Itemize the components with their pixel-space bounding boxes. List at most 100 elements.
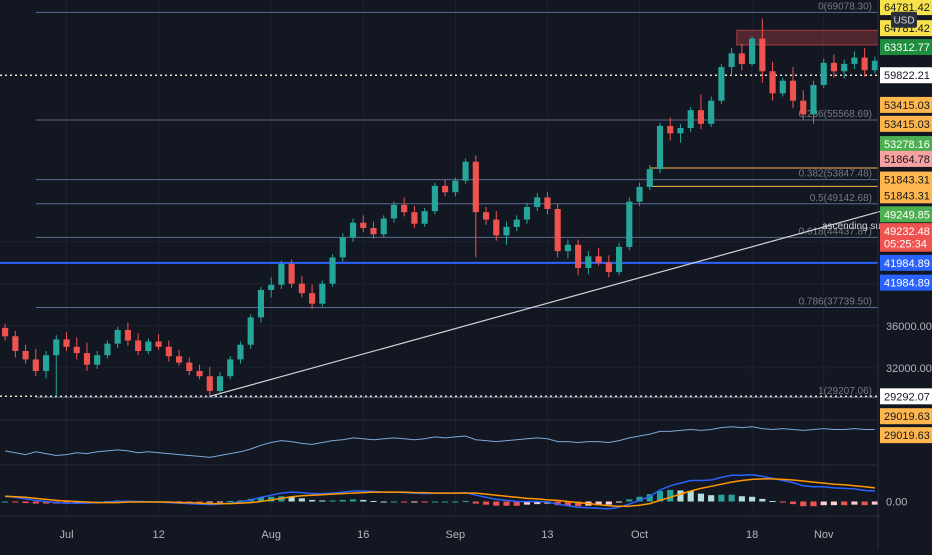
candle-body-18 [186, 362, 193, 371]
macd-hist-1 [12, 501, 19, 503]
candle-body-69 [708, 100, 715, 124]
macd-hist-61 [626, 499, 633, 502]
price-levels: 0(69078.30) 0.236(55568.69) 0.382(53847.48… [0, 1, 878, 398]
candle-body-11 [114, 329, 121, 344]
macd-hist-42 [431, 501, 438, 503]
price-label-0: 64781.42 [884, 2, 930, 14]
macd-hist-22 [227, 500, 234, 502]
time-tick-0: Jul [59, 529, 73, 541]
candle-body-75 [769, 71, 776, 94]
price-label-13: 05:25:34 [884, 239, 927, 251]
macd-hist-41 [421, 501, 428, 503]
candle-body-52 [534, 197, 541, 207]
candle-body-39 [401, 204, 408, 213]
price-label-10: 51843.31 [884, 190, 930, 202]
macd-hist-77 [789, 501, 797, 505]
price-label-12: 49232.48 [884, 226, 930, 238]
macd-hist-80 [820, 501, 827, 506]
price-label-5: 53415.03 [884, 100, 930, 112]
signal-line [5, 478, 875, 507]
candle-body-17 [176, 356, 183, 363]
macd-hist-31 [319, 500, 326, 502]
fib-label-2: 0.382(53847.48) [799, 169, 872, 180]
candle-body-16 [165, 346, 172, 357]
supply-zone [736, 29, 879, 46]
price-label-bg-6 [880, 115, 932, 132]
candle-body-59 [605, 262, 612, 273]
candle-body-45 [462, 161, 469, 181]
candle-body-19 [196, 370, 203, 377]
price-label-bg-9 [880, 171, 932, 188]
time-tick-3: 16 [357, 529, 369, 541]
candle-body-61 [626, 201, 633, 247]
macd-hist-20 [206, 501, 213, 503]
macd-hist-35 [360, 499, 367, 502]
volume-line [5, 426, 875, 458]
candle-body-35 [360, 222, 367, 228]
candle-body-76 [779, 80, 786, 94]
candle-body-42 [431, 185, 438, 212]
candle-body-73 [749, 38, 756, 64]
price-label-bg-4 [880, 67, 932, 84]
price-label-bg-16 [880, 388, 932, 405]
time-axis: Jul 12 Aug 16 Sep 13 Oct 18 Nov [0, 515, 880, 541]
macd-hist-78 [800, 501, 807, 507]
macd-hist-60 [616, 501, 623, 503]
macd-hist-30 [309, 499, 316, 502]
candle-body-70 [718, 67, 725, 101]
macd-hist-84 [861, 501, 868, 506]
candle-body-48 [493, 219, 500, 236]
candle-body-24 [247, 317, 254, 345]
macd-zero-label: 0.00 [886, 497, 907, 509]
macd-hist-19 [196, 501, 203, 503]
macd-hist-37 [380, 501, 387, 503]
candle-body-83 [851, 57, 858, 64]
fib-label-4: 0.618(44437.87) [799, 226, 872, 237]
candle-body-50 [513, 219, 520, 227]
candle-body-28 [288, 263, 295, 284]
macd-hist-36 [370, 500, 377, 502]
price-label-bg-14 [880, 254, 932, 271]
price-label-4: 59822.21 [884, 70, 930, 82]
macd-hist-39 [401, 501, 408, 503]
trendline-line[interactable] [209, 209, 886, 397]
candle-body-8 [83, 353, 91, 365]
candle-body-67 [687, 110, 694, 129]
macd-hist-82 [841, 501, 848, 506]
candle-body-62 [636, 186, 643, 202]
candle-body-79 [810, 84, 817, 115]
candle-body-23 [237, 344, 244, 360]
candle-body-6 [63, 339, 70, 347]
price-axis[interactable]: 44000.0040000.0036000.0032000.0064781.42… [877, 0, 932, 550]
candle-body-77 [789, 80, 797, 101]
macd-hist-7 [73, 501, 80, 504]
candle-body-2 [22, 351, 29, 360]
candle-body-53 [544, 197, 551, 210]
time-tick-2: Aug [261, 529, 281, 541]
macd-hist-70 [718, 494, 725, 502]
candle-body-1 [12, 336, 19, 352]
macd-hist-72 [738, 496, 745, 502]
price-tick-2: 36000.00 [886, 321, 932, 333]
macd-hist-4 [42, 501, 50, 504]
macd-hist-2 [22, 501, 29, 504]
candle-body-43 [442, 185, 449, 193]
ascending-trendline[interactable]: ascending sup [209, 209, 887, 397]
price-label-bg-18 [880, 427, 932, 444]
candle-body-21 [216, 376, 224, 391]
candle-body-72 [738, 53, 745, 64]
macd-hist-62 [636, 496, 643, 502]
macd-hist-43 [442, 501, 449, 503]
macd-hist-21 [216, 501, 224, 503]
macd-hist-76 [779, 501, 786, 503]
candle-body-31 [319, 283, 326, 304]
candle-body-44 [452, 180, 459, 193]
candle-body-85 [871, 60, 878, 71]
candle-body-47 [482, 212, 490, 220]
currency-badge-bg[interactable] [891, 11, 917, 28]
macd-hist-55 [564, 501, 571, 506]
price-label-bg-5 [880, 96, 932, 113]
macd-hist-50 [513, 501, 520, 506]
